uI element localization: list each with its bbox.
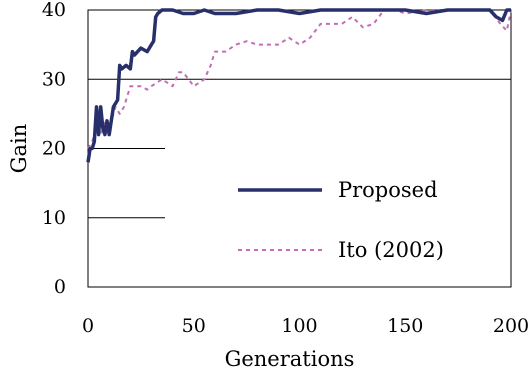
- y-axis-title: Gain: [7, 124, 31, 174]
- x-tick-label: 50: [182, 315, 206, 337]
- tick-labels: 0 10 20 30 40 0 50 100 150 200: [42, 0, 529, 337]
- y-tick-label: 30: [42, 68, 66, 90]
- x-tick-label: 200: [493, 315, 529, 337]
- x-tick-label: 150: [387, 315, 423, 337]
- x-axis-title: Generations: [225, 347, 355, 371]
- legend-label-proposed: Proposed: [338, 178, 438, 202]
- legend-label-ito-2002: Ito (2002): [338, 238, 444, 262]
- gridlines: [88, 78, 511, 219]
- series-lines: [86, 8, 512, 163]
- y-tick-label: 40: [42, 0, 66, 21]
- x-tick-label: 0: [82, 315, 94, 337]
- series-line-proposed: [86, 8, 511, 163]
- y-tick-label: 10: [42, 207, 66, 229]
- y-tick-label: 20: [42, 138, 66, 160]
- y-tick-label: 0: [54, 276, 66, 298]
- x-tick-label: 100: [281, 315, 317, 337]
- legend: Proposed Ito (2002): [238, 178, 444, 262]
